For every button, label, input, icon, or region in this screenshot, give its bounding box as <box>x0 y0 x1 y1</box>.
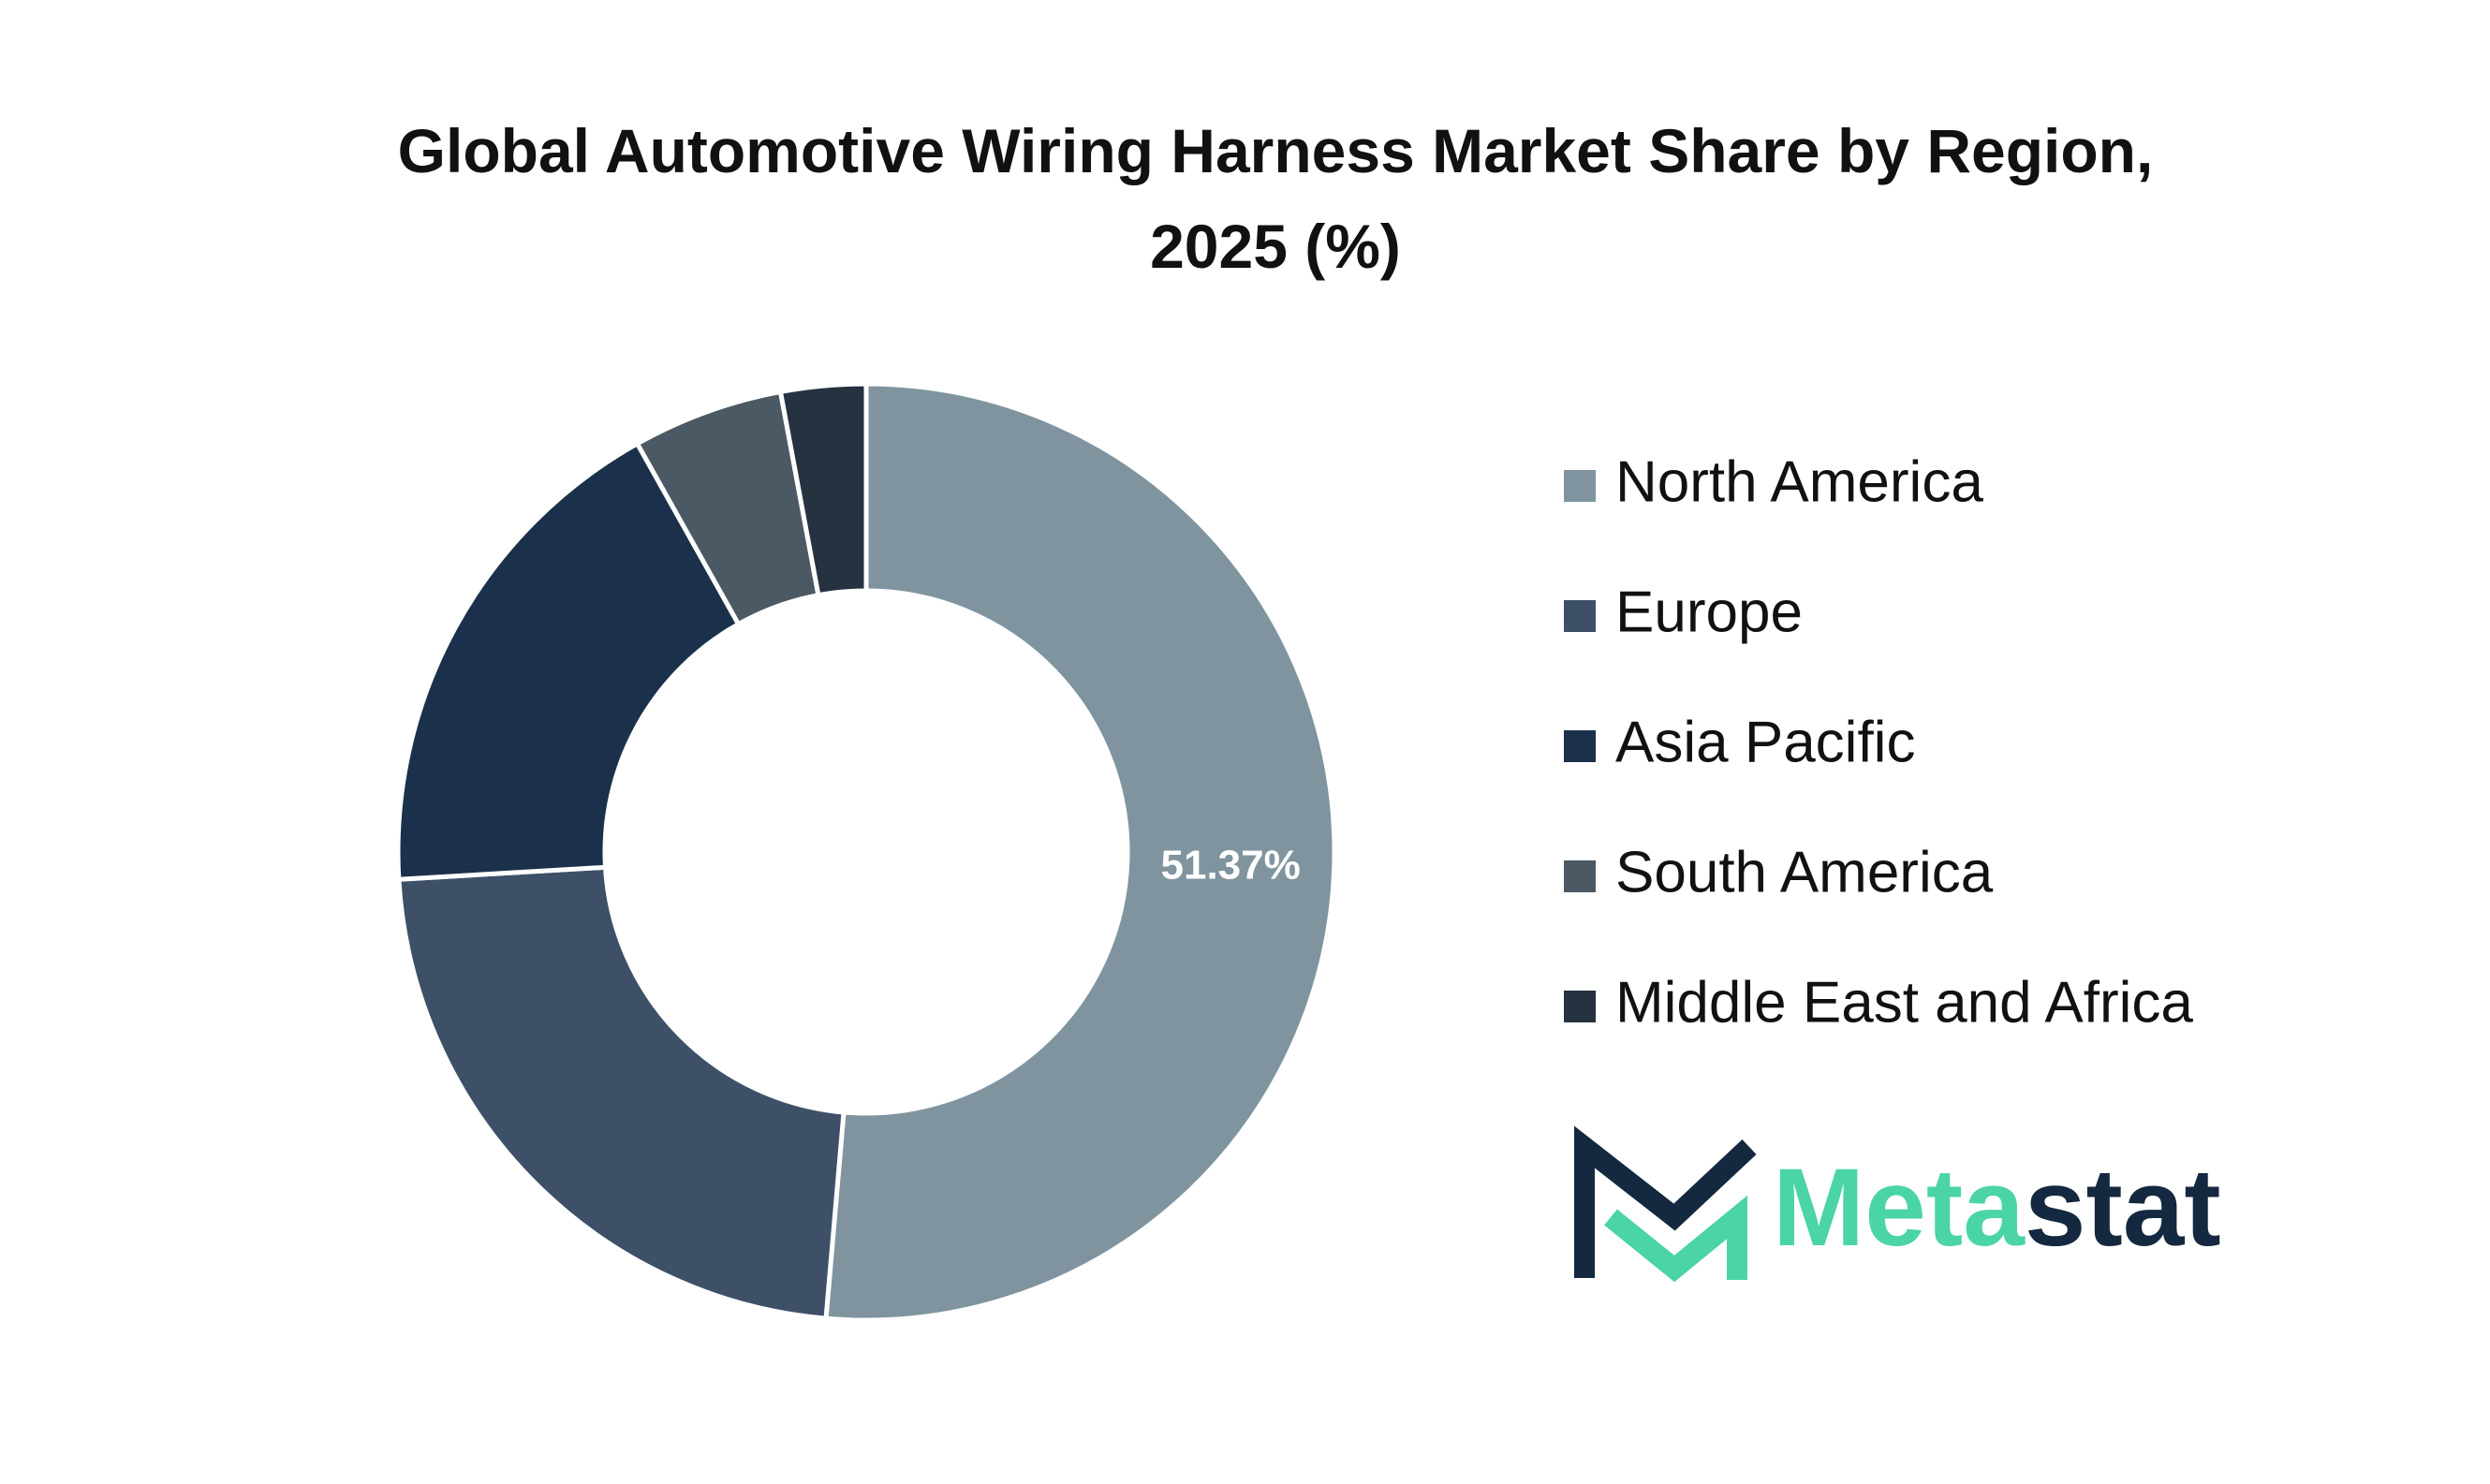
slice <box>823 381 1337 1323</box>
logo-icon <box>1574 1125 1757 1278</box>
legend-swatch <box>1564 730 1596 762</box>
logo: Metastat <box>1574 1125 2221 1283</box>
logo-text-end: stat <box>2025 1146 2221 1270</box>
legend-entry: North America <box>1615 449 1983 514</box>
logo-text-start: Meta <box>1773 1146 2026 1270</box>
legend-swatch <box>1564 991 1596 1022</box>
slice <box>396 864 847 1321</box>
legend-entry: South America <box>1615 840 1994 904</box>
legend-swatch <box>1564 860 1596 892</box>
slice <box>395 440 743 882</box>
legend-entry: Middle East and Africa <box>1615 970 2193 1035</box>
logo-icon <box>1604 1195 1747 1283</box>
slice <box>777 381 869 598</box>
legend-entry: Europe <box>1615 580 1803 644</box>
legend-swatch <box>1564 470 1596 502</box>
legend-swatch <box>1564 600 1596 632</box>
data-label: 51.37% <box>1161 842 1301 888</box>
chart-title: Global Automotive Wiring Harness Market … <box>397 116 2154 281</box>
logo-text: Metastat <box>1773 1146 2221 1270</box>
legend-entry: Asia Pacific <box>1615 710 1915 774</box>
